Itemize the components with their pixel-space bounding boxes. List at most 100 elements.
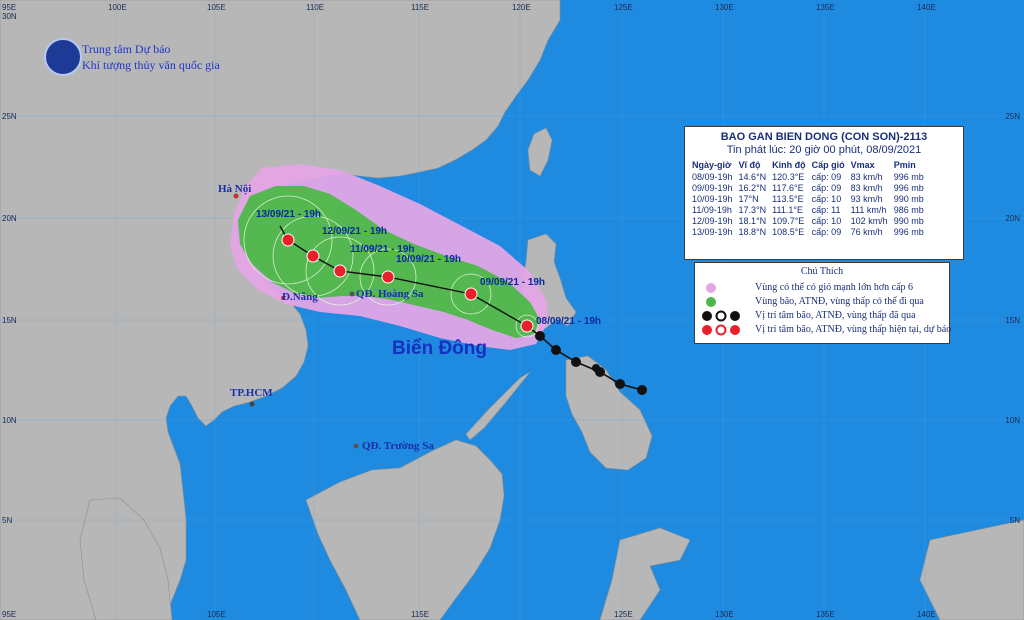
lat-label: 20N <box>2 214 17 223</box>
cell: 120.3°E <box>772 171 805 182</box>
storm-marker-1209 <box>306 249 320 263</box>
storm-marker-1009 <box>381 270 395 284</box>
column-header: Kinh độ <box>772 159 806 170</box>
agency-name-line2: Khí tượng thủy văn quốc gia <box>82 58 220 72</box>
storm-marker-0909 <box>464 287 478 301</box>
cell: 18.8°N <box>738 226 767 237</box>
lon-label: 130E <box>715 3 734 12</box>
track-label-0909: 09/09/21 - 19h <box>480 277 546 288</box>
cell: 17.3°N <box>738 204 767 215</box>
track-label-1109: 11/09/21 - 19h <box>350 244 415 255</box>
cell: 14.6°N <box>738 171 767 182</box>
truongsa-dot <box>353 443 359 449</box>
land-palawan <box>465 371 531 441</box>
hanoi-dot <box>233 193 239 199</box>
track-label-1209: 12/09/21 - 19h <box>322 226 388 237</box>
lat-label: 25N <box>2 112 17 121</box>
past-storm-marker <box>571 357 581 367</box>
cell: cấp: 09 <box>811 171 842 182</box>
cell: 102 km/h <box>850 215 888 226</box>
map-legend: Chú Thích Vùng có thể có gió mạnh lớn hơ… <box>694 262 952 344</box>
track-label-0809: 08/09/21 - 19h <box>536 316 602 327</box>
column-header: Ngày-giờ <box>692 159 732 170</box>
lat-label: 5N <box>2 516 13 525</box>
lon-label: 100E <box>108 3 127 12</box>
legend-label: Vị trí tâm bão, ATNĐ, vùng thấp đã qua <box>755 310 916 321</box>
cell: 113.5°E <box>772 193 804 204</box>
cell: cấp: 09 <box>811 182 842 193</box>
track-label-1009: 10/09/21 - 19h <box>396 254 462 265</box>
forecast-table: Ngày-giờ Vĩ độ Kinh độ Cấp gió Vmax Pmin… <box>689 158 927 237</box>
cell: cấp: 11 <box>811 204 841 215</box>
wind6-swatch-icon <box>706 283 716 293</box>
forecast-info-panel: BAO GAN BIEN DONG (CON SON)-2113 Tin phá… <box>684 126 964 260</box>
legend-label: Vùng bão, ATNĐ, vùng thấp có thể đi qua <box>755 296 924 307</box>
column-header: Vmax <box>850 159 875 170</box>
cell: 10/09-19h <box>692 193 733 204</box>
place-truongsa: QĐ. Trường Sa <box>362 440 434 452</box>
lat-label: 10N <box>2 416 17 425</box>
forecast-storm-symbols-icon <box>702 324 740 336</box>
lon-label: 125E <box>614 3 633 12</box>
cell: 111.1°E <box>772 204 803 215</box>
storm-danger-zone <box>238 186 540 338</box>
table-row: 09/09-19h 16.2°N 117.6°E cấp: 09 83 km/h 996 … <box>689 182 927 193</box>
table-row: 10/09-19h 17°N 113.5°E cấp: 10 93 km/h 990 mb <box>689 193 927 204</box>
hoangsa-dot <box>349 291 355 297</box>
lon-label: 140E <box>917 610 936 619</box>
lat-label: 15N <box>1005 316 1020 325</box>
cell: cấp: 10 <box>811 193 842 204</box>
cell: 11/09-19h <box>692 204 732 215</box>
table-row: 12/09-19h 18.1°N 109.7°E cấp: 10 102 km/h 990… <box>689 215 927 226</box>
past-storm-marker <box>592 364 600 372</box>
cell: 117.6°E <box>772 182 804 193</box>
lon-label: 115E <box>411 610 430 619</box>
lon-label: 95E <box>2 610 17 619</box>
land-sulawesi <box>599 527 691 620</box>
lon-label: 140E <box>917 3 936 12</box>
cell: cấp: 09 <box>811 226 842 237</box>
sea-label: Biển Đông <box>392 338 487 359</box>
table-row: 08/09-19h 14.6°N 120.3°E cấp: 09 83 km/h 996 … <box>689 171 927 182</box>
lat-label: 15N <box>2 316 17 325</box>
cell: 996 mb <box>893 226 924 237</box>
land-borneo <box>305 439 505 620</box>
cell: 109.7°E <box>772 215 805 226</box>
place-hanoi: Hà Nội <box>218 183 252 195</box>
cell: 111 km/h <box>850 204 887 215</box>
table-row: 11/09-19h 17.3°N 111.1°E cấp: 11 111 km/h 986… <box>689 204 927 215</box>
table-header-row: Ngày-giờ Vĩ độ Kinh độ Cấp gió Vmax Pmin <box>689 158 927 171</box>
past-storm-marker <box>637 385 647 395</box>
agency-name-line1: Trung tâm Dự báo <box>82 42 171 56</box>
column-header: Cấp gió <box>811 159 845 170</box>
forecast-circles <box>243 195 539 338</box>
past-storm-marker <box>535 331 545 341</box>
past-storm-marker <box>615 379 625 389</box>
storm-title: BAO GAN BIEN DONG (CON SON)-2113 <box>720 131 928 143</box>
cell: 83 km/h <box>850 171 883 182</box>
cell: 08/09-19h <box>692 171 733 182</box>
cell: 13/09-19h <box>692 226 733 237</box>
nchmf-logo-icon <box>44 38 82 76</box>
danang-dot <box>281 296 285 300</box>
cell: 17°N <box>738 193 759 204</box>
storm-marker-1309 <box>281 233 295 247</box>
lat-label: 5N <box>1009 516 1020 525</box>
cell: 990 mb <box>893 193 924 204</box>
cell: 986 mb <box>893 204 924 215</box>
lon-label: 135E <box>816 3 835 12</box>
lon-label: 120E <box>512 3 531 12</box>
land-visayas-mindanao <box>565 355 653 471</box>
legend-label: Vị trí tâm bão, ATNĐ, vùng thấp hiện tại… <box>755 324 952 335</box>
column-header: Vĩ độ <box>738 159 761 170</box>
land-taiwan <box>527 127 553 177</box>
lon-label: 115E <box>411 3 430 12</box>
lat-label: 20N <box>1005 214 1020 223</box>
cell: 18.1°N <box>738 215 767 226</box>
issue-time: Tin phát lúc: 20 giờ 00 phút, 08/09/2021 <box>726 144 922 156</box>
place-hoangsa: QĐ. Hoàng Sa <box>356 288 424 300</box>
cell: 93 km/h <box>850 193 883 204</box>
cell: 16.2°N <box>738 182 767 193</box>
lon-label: 105E <box>207 3 226 12</box>
lon-label: 135E <box>816 610 835 619</box>
